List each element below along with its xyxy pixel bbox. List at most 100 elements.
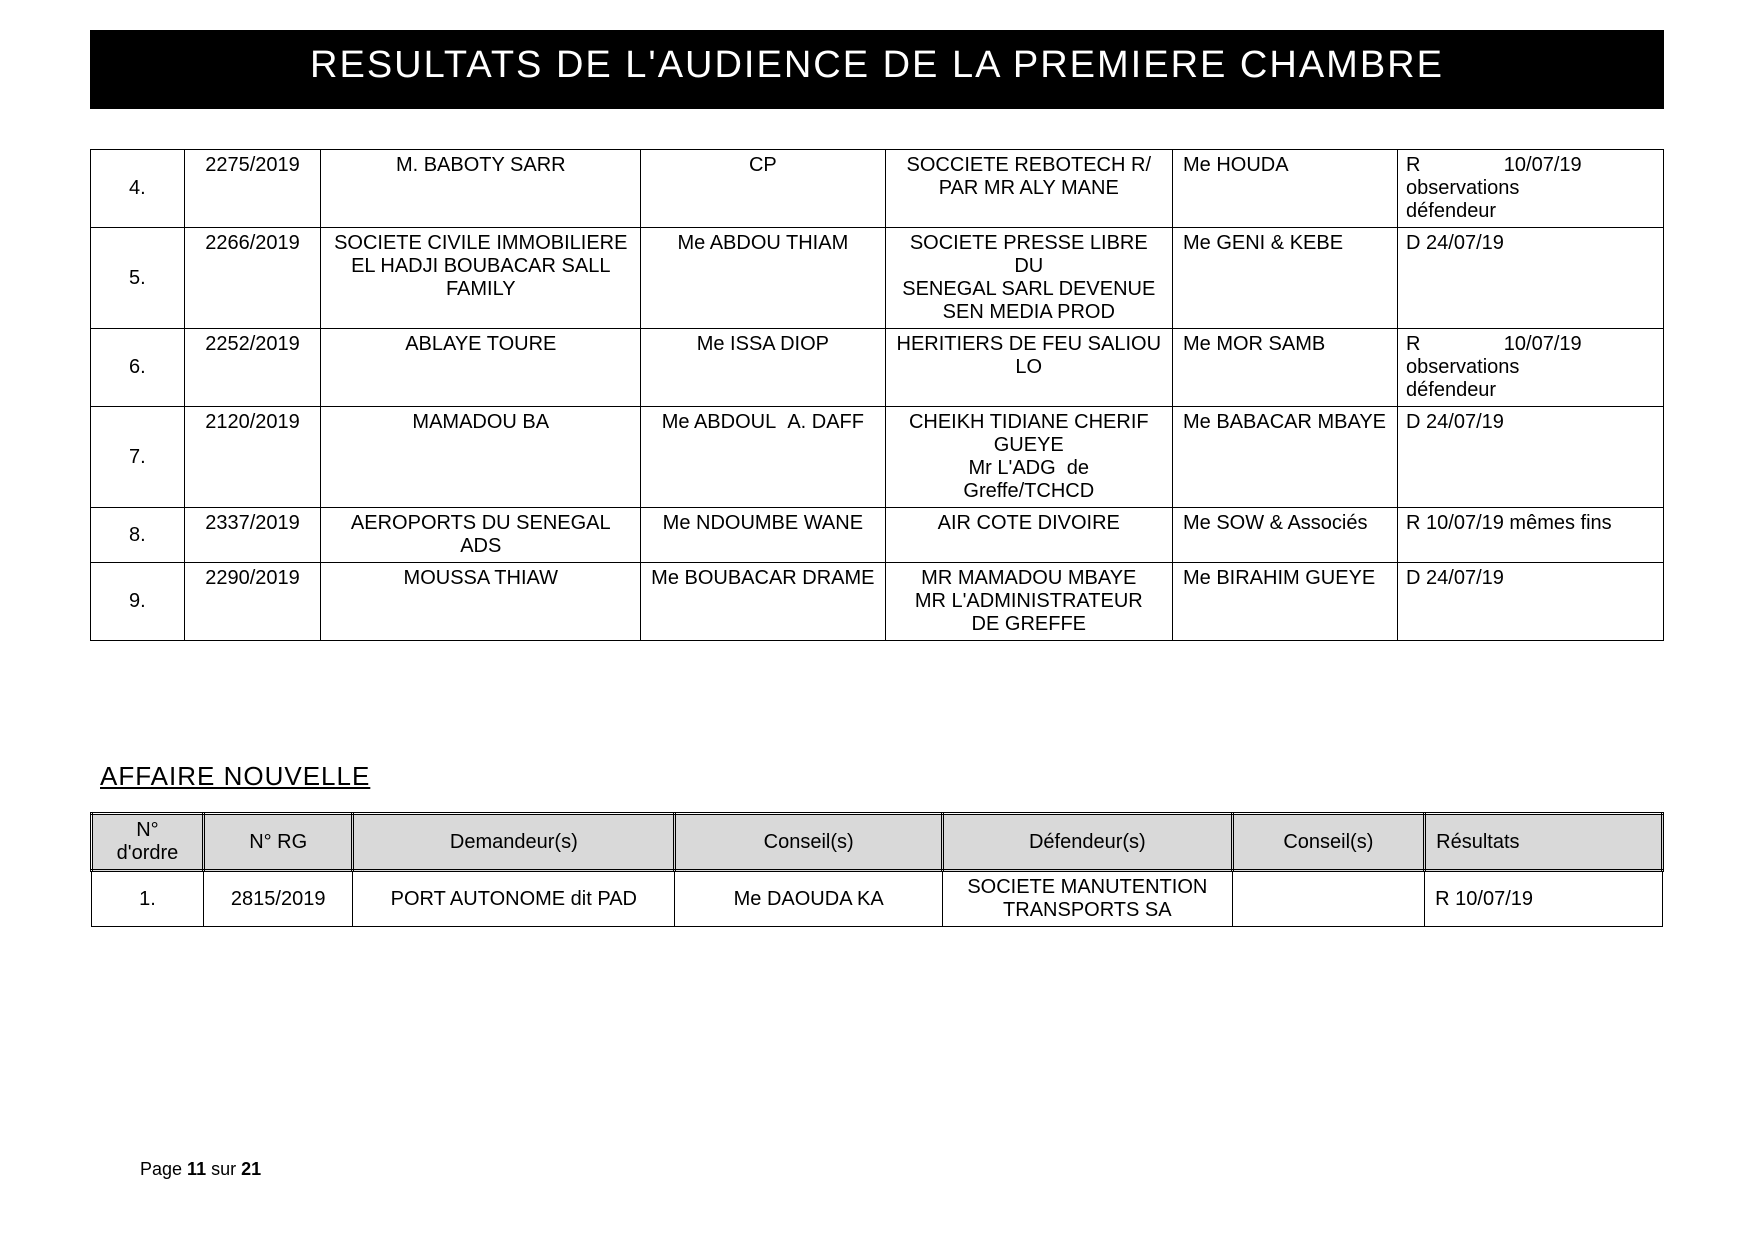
cell-line: AEROPORTS DU SENEGAL ADS <box>329 512 632 558</box>
cell-line: Me HOUDA <box>1183 154 1389 177</box>
cell-line: GUEYE <box>894 434 1164 457</box>
table-row: 4.2275/2019M. BABOTY SARRCPSOCCIETE REBO… <box>91 150 1664 228</box>
cell-line: ABLAYE TOURE <box>329 333 632 356</box>
col-header-conseil-demandeur: Conseil(s) <box>675 814 943 871</box>
cell-demandeur: M. BABOTY SARR <box>321 150 641 228</box>
cell-line: MR MAMADOU MBAYE <box>894 567 1164 590</box>
cell-line: SOCIETE CIVILE IMMOBILIERE <box>329 232 632 255</box>
cell-ordre: 8. <box>91 508 185 563</box>
cell-rg: 2252/2019 <box>184 329 321 407</box>
cell-line: SOCIETE PRESSE LIBRE DU <box>894 232 1164 278</box>
affaire-nouvelle-table: N°d'ordre N° RG Demandeur(s) Conseil(s) … <box>90 812 1664 927</box>
cell-line: LO <box>894 356 1164 379</box>
cell-line: Me ISSA DIOP <box>649 333 876 356</box>
cell-ordre: 9. <box>91 563 185 641</box>
cell-demandeur: MAMADOU BA <box>321 407 641 508</box>
col-header-conseil-defendeur: Conseil(s) <box>1232 814 1425 871</box>
footer-middle: sur <box>206 1159 241 1179</box>
cell-resultat: R 10/07/19 <box>1425 871 1663 927</box>
cell-conseil-defendeur: Me BIRAHIM GUEYE <box>1173 563 1398 641</box>
cell-line: Me ABDOU THIAM <box>649 232 876 255</box>
cell-conseil-demandeur: Me ISSA DIOP <box>641 329 885 407</box>
cell-line: SOCCIETE REBOTECH R/ <box>894 154 1164 177</box>
cell-resultat: D 24/07/19 <box>1398 563 1664 641</box>
cell-ordre: 1. <box>92 871 204 927</box>
cell-line: Greffe/TCHCD <box>894 480 1164 503</box>
col-header-rg: N° RG <box>203 814 353 871</box>
cell-line: observations <box>1406 356 1655 379</box>
cell-ordre: 4. <box>91 150 185 228</box>
cell-line: AIR COTE DIVOIRE <box>894 512 1164 535</box>
cell-line: Me BOUBACAR DRAME <box>649 567 876 590</box>
cell-conseil-demandeur: Me ABDOUL A. DAFF <box>641 407 885 508</box>
cell-rg: 2290/2019 <box>184 563 321 641</box>
cell-resultat: D 24/07/19 <box>1398 407 1664 508</box>
col-header-ordre: N°d'ordre <box>92 814 204 871</box>
table-row: 5.2266/2019SOCIETE CIVILE IMMOBILIEREEL … <box>91 228 1664 329</box>
cell-line: D 24/07/19 <box>1406 411 1655 434</box>
cell-line: M. BABOTY SARR <box>329 154 632 177</box>
cell-line: Me BABACAR MBAYE <box>1183 411 1389 434</box>
cell-line: Me NDOUMBE WANE <box>649 512 876 535</box>
table-row: 7.2120/2019 MAMADOU BA Me ABDOUL A. DAFF CH… <box>91 407 1664 508</box>
cell-conseil-demandeur: Me NDOUMBE WANE <box>641 508 885 563</box>
cell-conseil-demandeur: Me DAOUDA KA <box>675 871 943 927</box>
cell-rg: 2120/2019 <box>184 407 321 508</box>
cell-conseil-defendeur: Me HOUDA <box>1173 150 1398 228</box>
col-header-demandeur: Demandeur(s) <box>353 814 675 871</box>
cell-defendeur: MR MAMADOU MBAYEMR L'ADMINISTRATEURDE GR… <box>885 563 1172 641</box>
cell-line: SEN MEDIA PROD <box>894 301 1164 324</box>
cell-defendeur: SOCCIETE REBOTECH R/PAR MR ALY MANE <box>885 150 1172 228</box>
cell-line: R 10/07/19 <box>1406 333 1655 356</box>
cell-line: Me GENI & KEBE <box>1183 232 1389 255</box>
cell-line: FAMILY <box>329 278 632 301</box>
cell-conseil-demandeur: Me BOUBACAR DRAME <box>641 563 885 641</box>
table-row: 6.2252/2019ABLAYE TOUREMe ISSA DIOPHERIT… <box>91 329 1664 407</box>
cell-line: Me SOW & Associés <box>1183 512 1389 535</box>
cell-line: DE GREFFE <box>894 613 1164 636</box>
cell-line: CP <box>649 154 876 177</box>
cell-rg: 2266/2019 <box>184 228 321 329</box>
cell-line: Me BIRAHIM GUEYE <box>1183 567 1389 590</box>
cell-defendeur: HERITIERS DE FEU SALIOULO <box>885 329 1172 407</box>
cell-conseil-defendeur: Me SOW & Associés <box>1173 508 1398 563</box>
cell-line: défendeur <box>1406 379 1655 402</box>
cell-line: D 24/07/19 <box>1406 567 1655 590</box>
cell-line: PORT AUTONOME dit PAD <box>361 888 666 911</box>
cell-conseil-demandeur: Me ABDOU THIAM <box>641 228 885 329</box>
results-table-body: 4.2275/2019M. BABOTY SARRCPSOCCIETE REBO… <box>91 150 1664 641</box>
cell-defendeur: SOCIETE PRESSE LIBRE DUSENEGAL SARL DEVE… <box>885 228 1172 329</box>
cell-line: observations <box>1406 177 1655 200</box>
table-row: 9.2290/2019MOUSSA THIAWMe BOUBACAR DRAME… <box>91 563 1664 641</box>
cell-ordre: 5. <box>91 228 185 329</box>
section-heading-affaire-nouvelle: AFFAIRE NOUVELLE <box>100 761 1664 792</box>
cell-line: MAMADOU BA <box>329 411 632 434</box>
cell-line: MR L'ADMINISTRATEUR <box>894 590 1164 613</box>
cell-line: R 10/07/19 <box>1435 888 1654 911</box>
cell-line: défendeur <box>1406 200 1655 223</box>
cell-ordre: 7. <box>91 407 185 508</box>
cell-conseil-defendeur: Me BABACAR MBAYE <box>1173 407 1398 508</box>
cell-rg: 2815/2019 <box>203 871 353 927</box>
cell-rg: 2337/2019 <box>184 508 321 563</box>
cell-line: SENEGAL SARL DEVENUE <box>894 278 1164 301</box>
cell-line: TRANSPORTS SA <box>951 899 1223 922</box>
cell-line: CHEIKH TIDIANE CHERIF <box>894 411 1164 434</box>
cell-demandeur: SOCIETE CIVILE IMMOBILIEREEL HADJI BOUBA… <box>321 228 641 329</box>
affaire-nouvelle-header: N°d'ordre N° RG Demandeur(s) Conseil(s) … <box>92 814 1663 871</box>
cell-resultat: D 24/07/19 <box>1398 228 1664 329</box>
cell-conseil-defendeur: Me GENI & KEBE <box>1173 228 1398 329</box>
cell-demandeur: PORT AUTONOME dit PAD <box>353 871 675 927</box>
cell-line: Me DAOUDA KA <box>683 888 934 911</box>
cell-defendeur: AIR COTE DIVOIRE <box>885 508 1172 563</box>
footer-total-pages: 21 <box>241 1159 261 1179</box>
table-row: 1.2815/2019 PORT AUTONOME dit PAD Me DAOUD… <box>92 871 1663 927</box>
results-table: 4.2275/2019M. BABOTY SARRCPSOCCIETE REBO… <box>90 149 1664 641</box>
cell-defendeur: SOCIETE MANUTENTIONTRANSPORTS SA <box>943 871 1232 927</box>
cell-line: R 10/07/19 <box>1406 154 1655 177</box>
page-footer: Page 11 sur 21 <box>140 1159 261 1180</box>
page: RESULTATS DE L'AUDIENCE DE LA PREMIERE C… <box>0 0 1754 1240</box>
cell-line: EL HADJI BOUBACAR SALL <box>329 255 632 278</box>
col-header-defendeur: Défendeur(s) <box>943 814 1232 871</box>
cell-line: Mr L'ADG de <box>894 457 1164 480</box>
